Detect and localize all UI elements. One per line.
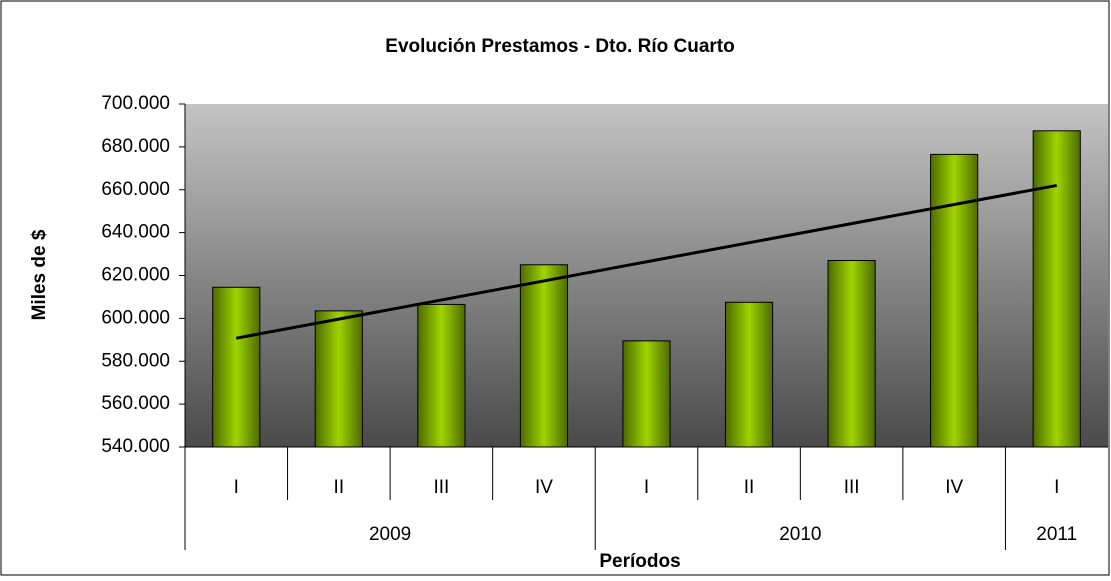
y-tick-label: 640.000 xyxy=(101,222,170,243)
y-tick-label: 620.000 xyxy=(101,265,170,286)
group-label: 2009 xyxy=(369,524,411,545)
trendline xyxy=(236,183,1057,340)
bar xyxy=(519,264,569,448)
bar xyxy=(314,310,363,448)
y-axis-label: Miles de $ xyxy=(29,229,50,320)
y-tick-label: 580.000 xyxy=(101,350,170,371)
x-tick-label: I xyxy=(234,477,239,498)
bar xyxy=(827,259,876,448)
bar xyxy=(930,153,979,448)
x-tick-label: IV xyxy=(945,477,963,498)
x-tick-label: I xyxy=(644,477,649,498)
y-tick-label: 660.000 xyxy=(101,179,170,200)
group-label: 2010 xyxy=(779,524,821,545)
y-tick-label: 600.000 xyxy=(101,307,170,328)
x-tick-label: III xyxy=(433,477,449,498)
y-tick-label: 680.000 xyxy=(101,136,170,157)
x-tick-label: IV xyxy=(535,477,553,498)
bar xyxy=(417,303,466,448)
x-tick-label: II xyxy=(744,477,755,498)
chart-title: Evolución Prestamos - Dto. Río Cuarto xyxy=(385,36,734,57)
y-tick-label: 560.000 xyxy=(101,393,170,414)
x-tick-label: I xyxy=(1054,477,1059,498)
bar xyxy=(212,286,261,448)
y-tick-label: 540.000 xyxy=(101,436,170,457)
x-tick-label: III xyxy=(844,477,860,498)
bar xyxy=(622,340,671,448)
bar xyxy=(1032,130,1081,448)
y-tick-label: 700.000 xyxy=(101,93,170,114)
bar xyxy=(724,301,774,448)
x-axis-label: Períodos xyxy=(599,551,680,572)
group-label: 2011 xyxy=(1036,524,1077,545)
x-tick-label: II xyxy=(334,477,345,498)
